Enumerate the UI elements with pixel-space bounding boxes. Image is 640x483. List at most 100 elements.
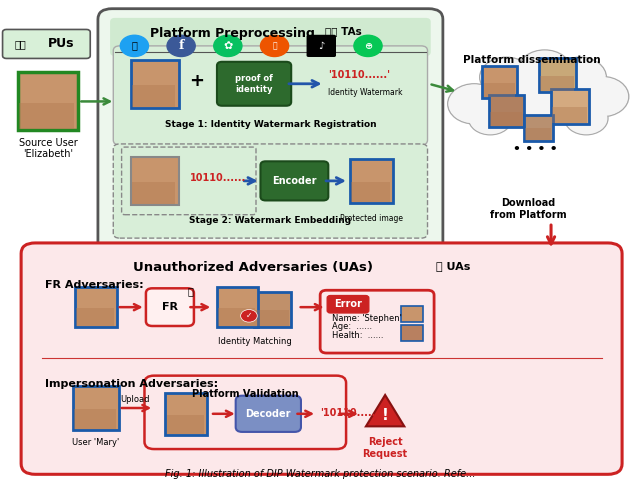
Text: Platform Validation: Platform Validation (192, 389, 299, 399)
Circle shape (468, 102, 512, 135)
Text: Unauthorized Adversaries (UAs): Unauthorized Adversaries (UAs) (133, 261, 373, 274)
FancyBboxPatch shape (260, 161, 328, 200)
FancyBboxPatch shape (401, 306, 422, 322)
Text: Fig. 1: Illustration of DIP Watermark protection scenario. Refe...: Fig. 1: Illustration of DIP Watermark pr… (164, 469, 476, 479)
FancyBboxPatch shape (483, 66, 518, 98)
Circle shape (518, 50, 571, 90)
Text: Encoder: Encoder (272, 176, 317, 186)
Text: '10110......': '10110......' (328, 70, 390, 80)
FancyBboxPatch shape (74, 409, 116, 429)
Text: • • • •: • • • • (513, 143, 557, 156)
Circle shape (354, 35, 382, 57)
Circle shape (214, 35, 242, 57)
Circle shape (449, 85, 500, 123)
FancyBboxPatch shape (217, 62, 291, 106)
FancyBboxPatch shape (110, 18, 431, 56)
FancyBboxPatch shape (3, 29, 90, 58)
Circle shape (554, 58, 605, 97)
Circle shape (492, 66, 553, 113)
Circle shape (481, 58, 532, 97)
Text: Identity Watermark: Identity Watermark (328, 88, 402, 97)
Circle shape (519, 51, 570, 89)
FancyBboxPatch shape (320, 290, 434, 353)
Circle shape (577, 77, 628, 116)
Text: Decoder: Decoder (246, 409, 291, 419)
Text: 🕵 UAs: 🕵 UAs (436, 261, 470, 271)
FancyBboxPatch shape (490, 112, 522, 126)
Text: Upload: Upload (120, 395, 150, 404)
FancyBboxPatch shape (145, 376, 346, 449)
FancyBboxPatch shape (218, 308, 255, 326)
FancyBboxPatch shape (165, 393, 207, 435)
Circle shape (564, 102, 608, 135)
Circle shape (565, 102, 607, 134)
Text: Age:  ......: Age: ...... (332, 323, 372, 331)
FancyBboxPatch shape (351, 182, 390, 201)
Text: Protected image: Protected image (340, 213, 403, 223)
Text: User 'Mary': User 'Mary' (72, 439, 120, 447)
FancyBboxPatch shape (132, 182, 175, 204)
Text: Stage 1: Identity Watermark Registration: Stage 1: Identity Watermark Registration (164, 120, 376, 129)
FancyBboxPatch shape (540, 76, 573, 91)
Circle shape (241, 310, 257, 322)
FancyBboxPatch shape (524, 114, 553, 141)
FancyBboxPatch shape (19, 103, 74, 129)
FancyBboxPatch shape (77, 308, 114, 326)
FancyBboxPatch shape (146, 288, 194, 326)
Text: Platform Preprocessing: Platform Preprocessing (150, 27, 315, 40)
Circle shape (120, 35, 148, 57)
Text: 10110......: 10110...... (190, 173, 246, 184)
Text: ✓: ✓ (246, 312, 252, 320)
Circle shape (502, 79, 568, 128)
FancyBboxPatch shape (131, 156, 179, 205)
Text: 🧑‍💻 TAs: 🧑‍💻 TAs (325, 27, 362, 37)
FancyBboxPatch shape (236, 396, 301, 432)
Text: 🐦: 🐦 (131, 41, 138, 50)
Text: Health:  ......: Health: ...... (332, 331, 383, 340)
Circle shape (448, 84, 500, 124)
Text: Download
from Platform: Download from Platform (490, 199, 567, 220)
Text: 微: 微 (272, 42, 277, 50)
FancyBboxPatch shape (132, 85, 175, 107)
Circle shape (491, 66, 554, 113)
FancyBboxPatch shape (552, 107, 587, 123)
FancyBboxPatch shape (73, 386, 119, 430)
Polygon shape (366, 395, 404, 426)
Text: FR: FR (162, 302, 178, 312)
Circle shape (167, 35, 195, 57)
FancyBboxPatch shape (484, 83, 515, 97)
Text: 🔒: 🔒 (188, 286, 194, 296)
FancyBboxPatch shape (166, 415, 204, 434)
Text: ⊕: ⊕ (364, 41, 372, 51)
Circle shape (480, 57, 532, 97)
Circle shape (554, 57, 606, 97)
FancyBboxPatch shape (254, 292, 291, 327)
Text: !: ! (381, 408, 388, 423)
Text: Stage 2: Watermark Embedding: Stage 2: Watermark Embedding (189, 215, 351, 225)
Text: 👤📱: 👤📱 (14, 39, 26, 49)
Text: Name: 'Stephen': Name: 'Stephen' (332, 314, 401, 323)
Text: FR Adversaries:: FR Adversaries: (45, 281, 143, 290)
Text: +: + (189, 72, 204, 90)
Circle shape (502, 78, 569, 129)
FancyBboxPatch shape (327, 296, 369, 313)
FancyBboxPatch shape (216, 287, 258, 327)
Circle shape (469, 102, 511, 134)
Circle shape (576, 77, 628, 116)
FancyBboxPatch shape (113, 144, 428, 238)
Text: Identity Matching: Identity Matching (218, 337, 292, 346)
Text: ✿: ✿ (223, 41, 232, 51)
FancyBboxPatch shape (76, 287, 116, 327)
Text: Error: Error (334, 299, 362, 309)
Text: Source User
'Elizabeth': Source User 'Elizabeth' (19, 138, 77, 159)
Text: '10110......': '10110......' (320, 408, 382, 418)
FancyBboxPatch shape (349, 159, 393, 202)
Circle shape (260, 35, 289, 57)
FancyBboxPatch shape (131, 59, 179, 108)
FancyBboxPatch shape (307, 35, 336, 57)
Text: Platform dissemination: Platform dissemination (463, 56, 601, 65)
FancyBboxPatch shape (98, 9, 443, 255)
FancyBboxPatch shape (525, 128, 551, 140)
FancyBboxPatch shape (489, 95, 524, 127)
Text: proof of
identity: proof of identity (235, 74, 273, 94)
